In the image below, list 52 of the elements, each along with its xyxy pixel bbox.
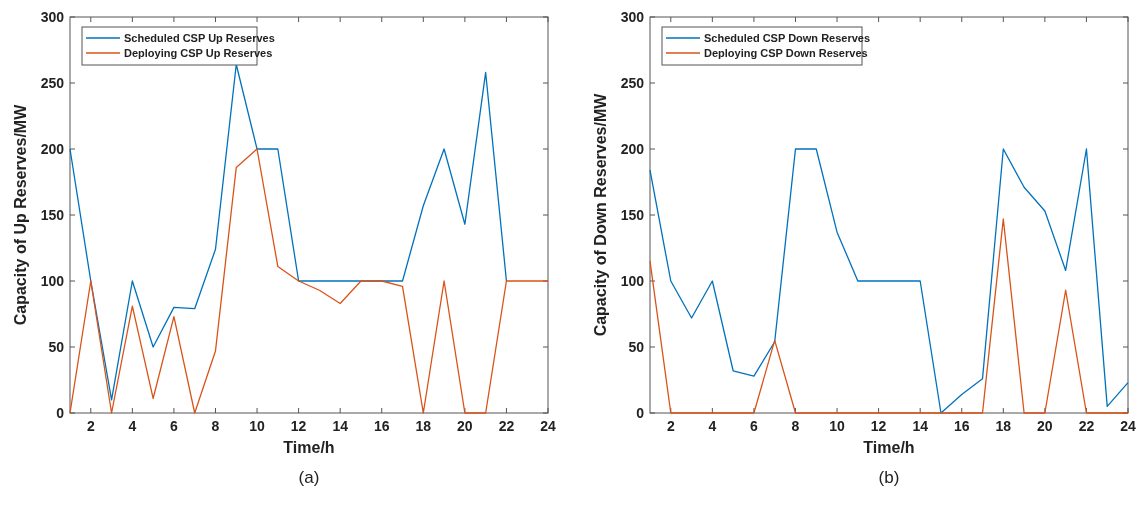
x-tick-label: 4 <box>128 418 137 434</box>
legend-label: Deploying CSP Up Reserves <box>124 46 273 59</box>
x-tick-label: 16 <box>953 418 970 434</box>
y-tick-label: 200 <box>40 140 65 157</box>
x-tick-label: 6 <box>170 418 179 434</box>
x-axis-title: Time/h <box>863 439 915 456</box>
x-tick-label: 22 <box>1078 418 1095 434</box>
y-tick-label: 300 <box>620 8 645 25</box>
text: (a) <box>298 468 320 487</box>
x-tick-label: 18 <box>995 418 1012 434</box>
y-tick-label: 250 <box>40 74 65 91</box>
y-tick-label: 200 <box>620 140 645 157</box>
y-tick-label: 50 <box>48 338 65 355</box>
x-tick-label: 24 <box>540 418 556 434</box>
legend-label: Scheduled CSP Down Reserves <box>704 31 871 44</box>
line-series <box>649 148 1129 414</box>
x-tick-label: 20 <box>1037 418 1053 434</box>
legend-label: Deploying CSP Down Reserves <box>704 46 868 59</box>
x-tick-label: 12 <box>290 418 307 434</box>
y-axis-title: Capacity of Up Reserves/MW <box>12 103 29 326</box>
y-tick-label: 150 <box>40 206 65 223</box>
line-series <box>649 218 1129 414</box>
x-tick-label: 18 <box>415 418 432 434</box>
y-tick-label: 100 <box>40 272 65 289</box>
x-tick-label: 8 <box>211 418 220 434</box>
x-tick-label: 10 <box>249 418 266 434</box>
y-axis-title: Capacity of Down Reserves/MW <box>592 92 609 337</box>
x-axis-title: Time/h <box>283 439 335 456</box>
x-tick-label: 22 <box>498 418 515 434</box>
x-tick-label: 6 <box>750 418 759 434</box>
y-tick-label: 100 <box>620 272 645 289</box>
x-tick-label: 2 <box>86 418 95 434</box>
x-tick-label: 12 <box>870 418 887 434</box>
y-tick-label: 0 <box>636 404 645 421</box>
y-tick-label: 150 <box>620 206 645 223</box>
x-tick-label: 4 <box>708 418 717 434</box>
x-tick-label: 14 <box>332 418 349 434</box>
line-series <box>69 63 508 401</box>
y-tick-label: 250 <box>620 74 645 91</box>
line-series <box>69 148 549 414</box>
x-tick-label: 16 <box>373 418 390 434</box>
x-tick-label: 20 <box>457 418 473 434</box>
x-tick-label: 2 <box>666 418 675 434</box>
x-tick-label: 10 <box>829 418 846 434</box>
legend-label: Scheduled CSP Up Reserves <box>124 31 275 44</box>
x-tick-label: 14 <box>912 418 929 434</box>
y-tick-label: 50 <box>628 338 645 355</box>
x-tick-label: 24 <box>1120 418 1136 434</box>
y-tick-label: 300 <box>40 8 65 25</box>
x-tick-label: 8 <box>791 418 800 434</box>
text: (b) <box>878 468 900 487</box>
y-tick-label: 0 <box>56 404 65 421</box>
